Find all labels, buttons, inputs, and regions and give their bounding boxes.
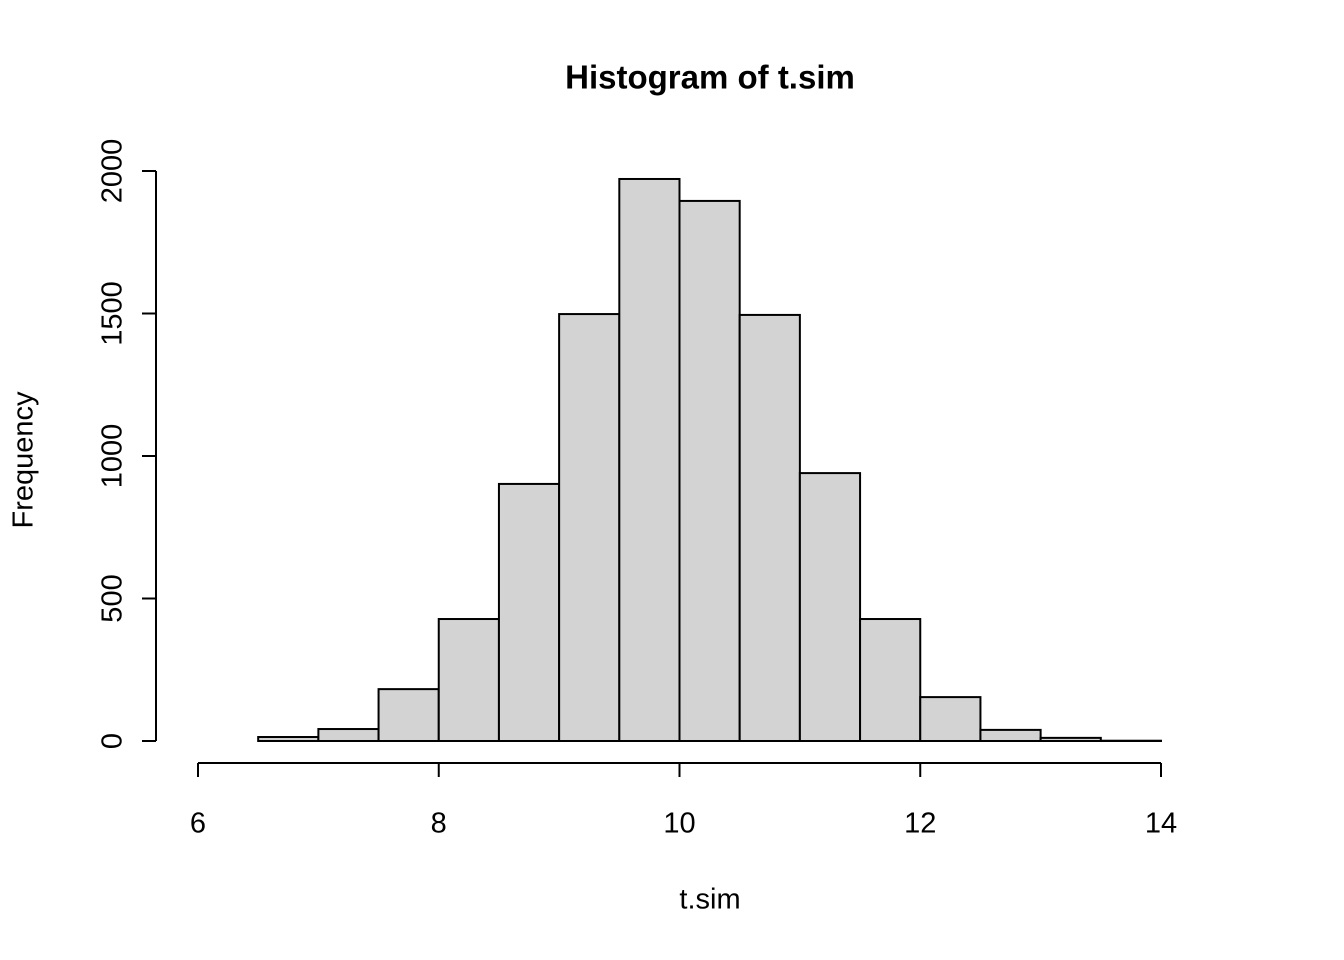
y-tick-label: 1500	[97, 281, 129, 346]
bar	[859, 618, 922, 743]
x-tick-label: 8	[431, 808, 447, 840]
y-tick-label: 0	[97, 733, 129, 749]
bar	[1039, 736, 1102, 742]
bar	[257, 736, 320, 743]
y-tick-label: 500	[97, 574, 129, 622]
bar	[377, 688, 440, 743]
bar	[558, 313, 621, 742]
bar	[497, 482, 561, 742]
bar	[738, 313, 801, 742]
y-tick-label: 2000	[97, 139, 129, 204]
x-tick-label: 12	[904, 808, 936, 840]
bar	[618, 177, 681, 743]
y-tick-label: 1000	[97, 424, 129, 489]
x-tick-label: 14	[1145, 808, 1177, 840]
bar	[678, 199, 741, 743]
x-tick-label: 6	[190, 808, 206, 840]
chart-title: Histogram of t.sim	[565, 59, 855, 96]
bar	[437, 618, 500, 743]
bar	[798, 472, 862, 742]
x-axis-label: t.sim	[679, 884, 740, 916]
x-tick-label: 10	[663, 808, 695, 840]
bar	[317, 728, 380, 743]
y-axis-label: Frequency	[8, 391, 40, 529]
bar	[919, 696, 982, 742]
bar	[979, 728, 1042, 743]
